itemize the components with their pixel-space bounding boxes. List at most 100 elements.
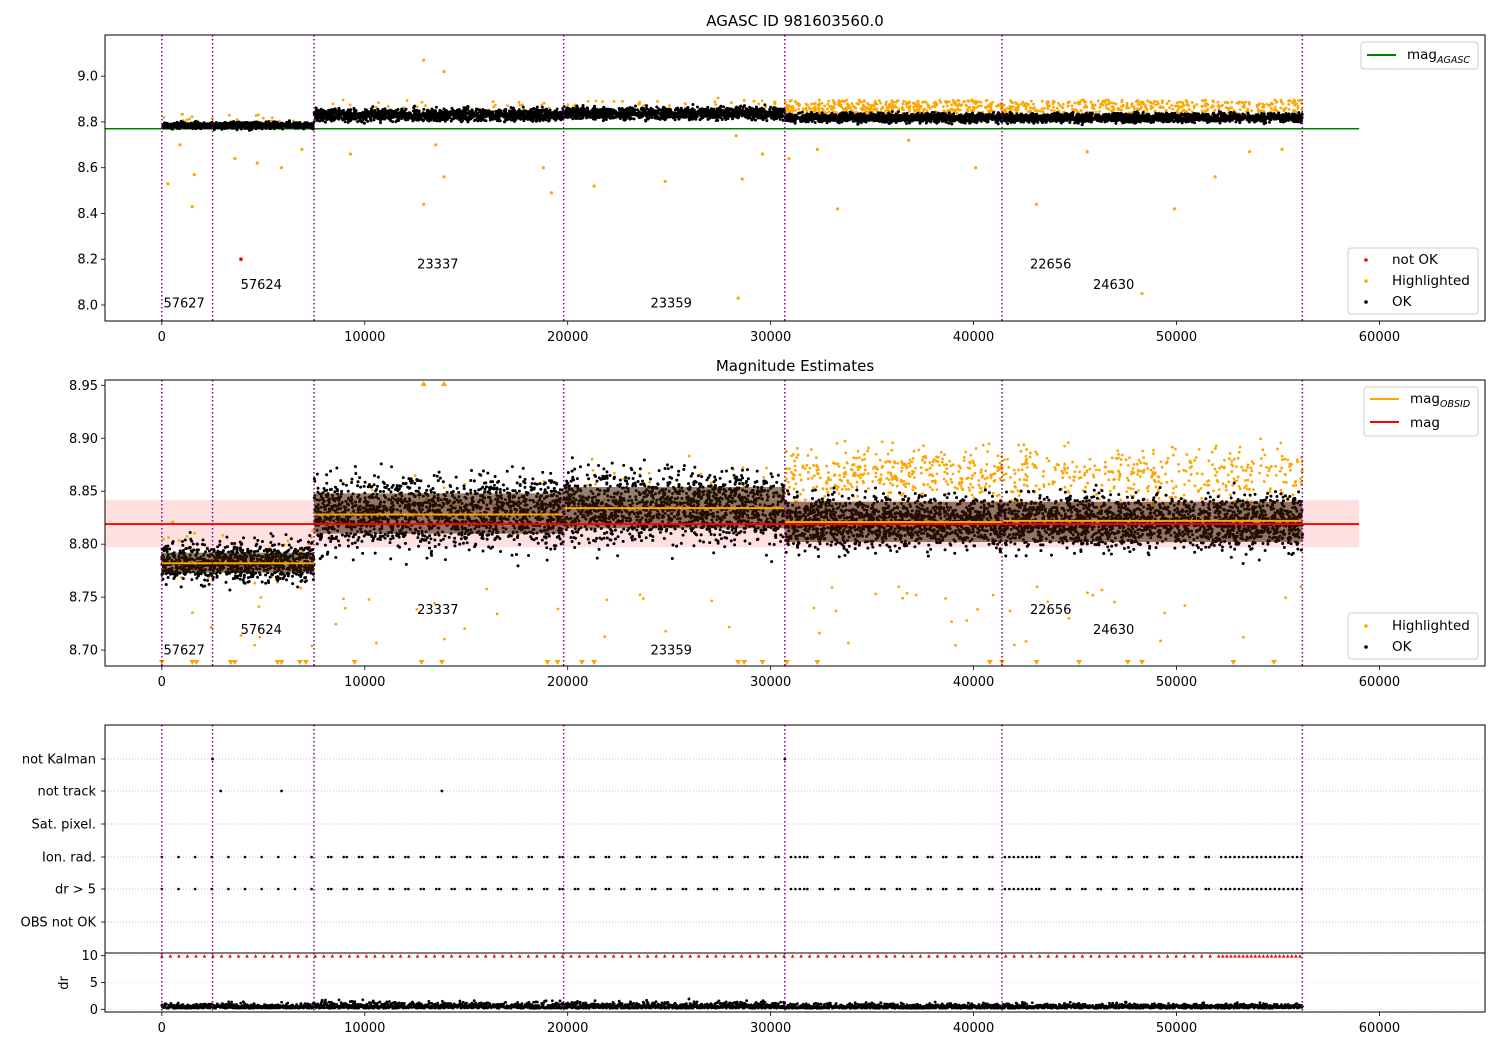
ok-point-3340 (612, 115, 616, 119)
highlighted-point-303 (254, 114, 258, 117)
ok-point-3398 (735, 109, 739, 113)
highlighted-point-3752 (874, 101, 878, 105)
ok-point-2560 (742, 104, 746, 108)
ok-point-800 (283, 122, 287, 126)
ok-point-3435 (679, 108, 683, 112)
ok-point-2247 (353, 111, 357, 115)
ok-point-2472 (644, 104, 648, 108)
highlighted-point-3875 (954, 108, 958, 112)
ok-point-1995 (441, 116, 445, 120)
ok-point-2065 (542, 109, 546, 113)
ok-point-261 (177, 122, 181, 126)
ok-point-2027 (430, 110, 434, 114)
ok-point-2127 (419, 114, 423, 118)
ok-point-3370 (723, 109, 727, 113)
ok-point-3390 (618, 117, 622, 121)
highlighted-point-3587 (950, 103, 954, 107)
ok-point-2200 (534, 113, 538, 117)
ok-point-2178 (376, 117, 380, 121)
ok-point-2227 (325, 112, 329, 116)
ok-point-3477 (635, 111, 639, 115)
ok-point-2163 (548, 108, 552, 112)
ok-point-813 (247, 121, 251, 125)
ok-point-771 (278, 125, 282, 129)
highlighted-point-3738 (832, 101, 836, 105)
ok-point-448 (267, 120, 271, 124)
ok-point-281 (198, 122, 202, 126)
highlighted-point-3511 (901, 102, 905, 106)
highlighted-point-3729 (789, 99, 793, 102)
highlighted-point-2260 (566, 103, 570, 107)
highlighted-point-3576 (902, 99, 906, 103)
ok-point-806 (250, 126, 254, 130)
highlighted-point-874 (420, 100, 424, 104)
highlighted-point-3802 (861, 107, 865, 111)
ok-point-2148 (548, 112, 552, 116)
ok-point-1568 (362, 121, 366, 125)
ok-point-832 (288, 125, 292, 129)
highlighted-point-3887 (960, 103, 964, 107)
ok-point-2254 (558, 110, 562, 114)
ok-point-2238 (527, 112, 531, 116)
highlighted-point-3845 (901, 105, 904, 109)
ok-point-3160 (578, 117, 582, 121)
ok-point-2060 (542, 113, 546, 117)
ok-point-4374 (813, 120, 817, 124)
ok-point-2062 (534, 107, 538, 111)
highlighted-point-872 (424, 104, 427, 107)
ok-point-3494 (715, 115, 719, 119)
highlighted-point-3600 (872, 104, 876, 107)
ok-point-2179 (540, 117, 544, 121)
highlighted-point-3751 (850, 102, 854, 106)
highlighted-point-3847 (979, 100, 983, 104)
ok-point-2252 (478, 110, 482, 114)
ok-point-1892 (327, 108, 331, 112)
highlighted-point-879 (540, 103, 544, 107)
ok-point-3422 (687, 115, 691, 119)
ok-point-2807 (719, 105, 723, 109)
ok-point-3152 (695, 105, 699, 109)
panel1-clip-group (105, 35, 1360, 321)
ok-point-3424 (663, 115, 667, 119)
ok-point-3365 (651, 108, 655, 112)
ok-point-2237 (525, 115, 529, 119)
ok-point-846 (223, 120, 227, 124)
ok-point-4832 (800, 119, 804, 123)
highlighted-point-3593 (879, 101, 883, 105)
ok-point-2223 (537, 114, 541, 118)
ok-point-2030 (498, 110, 502, 114)
ok-point-3268 (581, 103, 585, 107)
highlighted-point-3785 (845, 98, 849, 102)
ok-point-2116 (409, 113, 413, 117)
highlighted-point-3806 (861, 103, 865, 107)
ok-point-3412 (645, 113, 649, 117)
ok-point-1341 (481, 108, 485, 112)
highlighted-point-3692 (926, 102, 930, 106)
ok-point-2235 (428, 115, 432, 119)
ok-point-4977 (790, 113, 794, 117)
ok-point-2160 (426, 118, 430, 122)
ok-point-3474 (588, 112, 592, 116)
highlighted-point-3658 (897, 107, 901, 111)
highlighted-point-3870 (866, 101, 869, 105)
highlighted-point-861 (506, 104, 509, 108)
ok-point-2002 (420, 118, 424, 122)
highlighted-point-3863 (962, 100, 966, 104)
ok-point-338 (312, 120, 316, 124)
ok-point-3458 (665, 115, 669, 119)
ok-point-2225 (331, 115, 335, 119)
ok-point-2059 (445, 114, 449, 118)
highlighted-point-3625 (862, 99, 866, 103)
ok-point-2038 (423, 115, 427, 119)
ok-point-3472 (751, 117, 755, 121)
highlighted-point-3780 (870, 104, 874, 107)
ok-point-3473 (721, 108, 725, 112)
ok-point-3470 (725, 106, 729, 110)
ok-point-3197 (645, 107, 649, 111)
ok-point-2104 (345, 110, 349, 114)
ok-point-840 (257, 125, 261, 129)
ok-point-2203 (372, 118, 376, 122)
ok-point-3507 (731, 111, 735, 115)
highlighted-point-887 (491, 100, 495, 104)
ok-point-3480 (642, 106, 646, 110)
